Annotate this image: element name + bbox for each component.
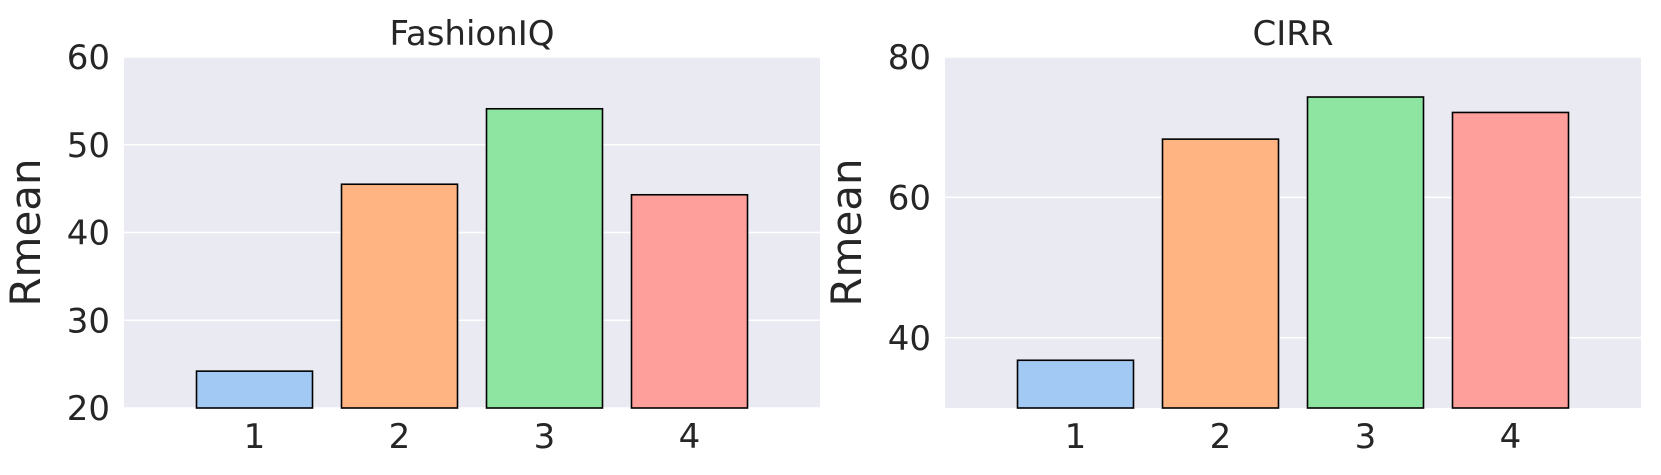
bar-3 — [485, 107, 604, 409]
y-tick-label: 20 — [67, 389, 110, 429]
bar-2 — [340, 183, 459, 409]
bar-4 — [1451, 111, 1570, 409]
y-tick-label: 40 — [888, 319, 931, 359]
bar-1 — [1016, 359, 1135, 409]
x-tick-label: 2 — [1210, 417, 1232, 457]
y-tick-label: 80 — [888, 38, 931, 78]
chart-panel-1: 20 30 40 50 60 1 2 3 4 FashionIQ Rmean — [1, 14, 820, 457]
y-tick-label: 60 — [888, 178, 931, 218]
x-tick-label: 1 — [1065, 417, 1087, 457]
x-tick-label: 2 — [389, 417, 411, 457]
x-tick-label: 4 — [679, 417, 701, 457]
x-tick-label: 3 — [1355, 417, 1377, 457]
y-tick-label: 60 — [67, 38, 110, 78]
y-axis-label: Rmean — [822, 158, 871, 306]
bar-1 — [195, 370, 314, 409]
bar-4 — [630, 193, 749, 409]
y-axis-label: Rmean — [1, 158, 50, 306]
x-tick-label: 3 — [534, 417, 556, 457]
x-tick-label: 4 — [1500, 417, 1522, 457]
y-tick-label: 40 — [67, 214, 110, 254]
x-tick-label: 1 — [244, 417, 266, 457]
chart-title: FashionIQ — [389, 14, 554, 54]
y-tick-label: 50 — [67, 126, 110, 166]
chart-title: CIRR — [1252, 14, 1333, 54]
y-tick-label: 30 — [67, 301, 110, 341]
chart-panel-2: 40 60 80 1 2 3 4 CIRR Rmean — [822, 14, 1641, 457]
bar-2 — [1161, 138, 1280, 409]
bar-3 — [1306, 96, 1425, 409]
